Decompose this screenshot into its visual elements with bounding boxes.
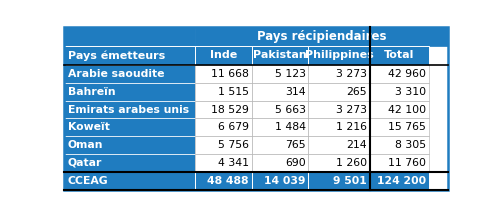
Bar (252, 83, 308, 101)
Text: Inde: Inde (210, 51, 237, 60)
Bar (252, 101, 308, 119)
Bar (308, 65, 370, 83)
Bar (252, 172, 308, 190)
Bar (195, 46, 252, 65)
Bar (64, 83, 195, 101)
Bar (195, 27, 448, 46)
Bar (195, 119, 252, 136)
Text: CCEAG: CCEAG (68, 176, 108, 186)
Text: 265: 265 (346, 87, 367, 97)
Bar (64, 154, 195, 172)
Bar (370, 46, 429, 65)
Text: 11 760: 11 760 (388, 158, 426, 168)
Text: 1 515: 1 515 (218, 87, 249, 97)
Text: 5 663: 5 663 (274, 105, 306, 114)
Bar (64, 27, 195, 46)
Text: Philippines: Philippines (304, 51, 374, 60)
Bar (64, 101, 195, 119)
Bar (308, 46, 370, 65)
Bar (64, 136, 195, 154)
Bar (252, 46, 308, 65)
Text: 8 305: 8 305 (395, 140, 426, 150)
Bar (64, 172, 195, 190)
Bar (308, 101, 370, 119)
Bar (195, 154, 252, 172)
Text: Emirats arabes unis: Emirats arabes unis (68, 105, 188, 114)
Text: 214: 214 (346, 140, 367, 150)
Text: 18 529: 18 529 (211, 105, 249, 114)
Text: Pays récipiendaires: Pays récipiendaires (256, 30, 386, 43)
Text: 48 488: 48 488 (208, 176, 249, 186)
Text: 5 123: 5 123 (274, 69, 306, 79)
Text: 6 679: 6 679 (218, 122, 249, 132)
Text: 1 484: 1 484 (274, 122, 306, 132)
Text: 124 200: 124 200 (377, 176, 426, 186)
Text: 42 100: 42 100 (388, 105, 426, 114)
Bar (308, 119, 370, 136)
Bar (370, 65, 429, 83)
Text: 765: 765 (285, 140, 306, 150)
Bar (195, 65, 252, 83)
Bar (252, 65, 308, 83)
Bar (370, 154, 429, 172)
Text: 3 310: 3 310 (395, 87, 426, 97)
Bar (370, 172, 429, 190)
Text: Pakistan: Pakistan (253, 51, 307, 60)
Bar (370, 119, 429, 136)
Text: 690: 690 (285, 158, 306, 168)
Bar (195, 83, 252, 101)
Bar (308, 154, 370, 172)
Text: 4 341: 4 341 (218, 158, 249, 168)
Text: Oman: Oman (68, 140, 103, 150)
Text: 314: 314 (285, 87, 306, 97)
Bar (370, 101, 429, 119)
Bar (308, 83, 370, 101)
Bar (64, 119, 195, 136)
Text: Qatar: Qatar (68, 158, 102, 168)
Bar (195, 136, 252, 154)
Text: 9 501: 9 501 (334, 176, 367, 186)
Text: Bahreïn: Bahreïn (68, 87, 115, 97)
Bar (370, 83, 429, 101)
Text: Pays émetteurs: Pays émetteurs (68, 50, 165, 61)
Bar (195, 172, 252, 190)
Bar (252, 119, 308, 136)
Bar (308, 136, 370, 154)
Text: 3 273: 3 273 (336, 105, 367, 114)
Bar (370, 136, 429, 154)
Text: Arabie saoudite: Arabie saoudite (68, 69, 164, 79)
Text: 1 216: 1 216 (336, 122, 367, 132)
Text: 11 668: 11 668 (211, 69, 249, 79)
Text: Koweït: Koweït (68, 122, 110, 132)
Bar (252, 136, 308, 154)
Text: 5 756: 5 756 (218, 140, 249, 150)
Text: 3 273: 3 273 (336, 69, 367, 79)
Text: 1 260: 1 260 (336, 158, 367, 168)
Text: 42 960: 42 960 (388, 69, 426, 79)
Text: 15 765: 15 765 (388, 122, 426, 132)
Text: Total: Total (384, 51, 414, 60)
Bar (252, 154, 308, 172)
Text: 14 039: 14 039 (264, 176, 306, 186)
Bar (195, 101, 252, 119)
Bar (64, 65, 195, 83)
Bar (308, 172, 370, 190)
Bar (64, 46, 195, 65)
